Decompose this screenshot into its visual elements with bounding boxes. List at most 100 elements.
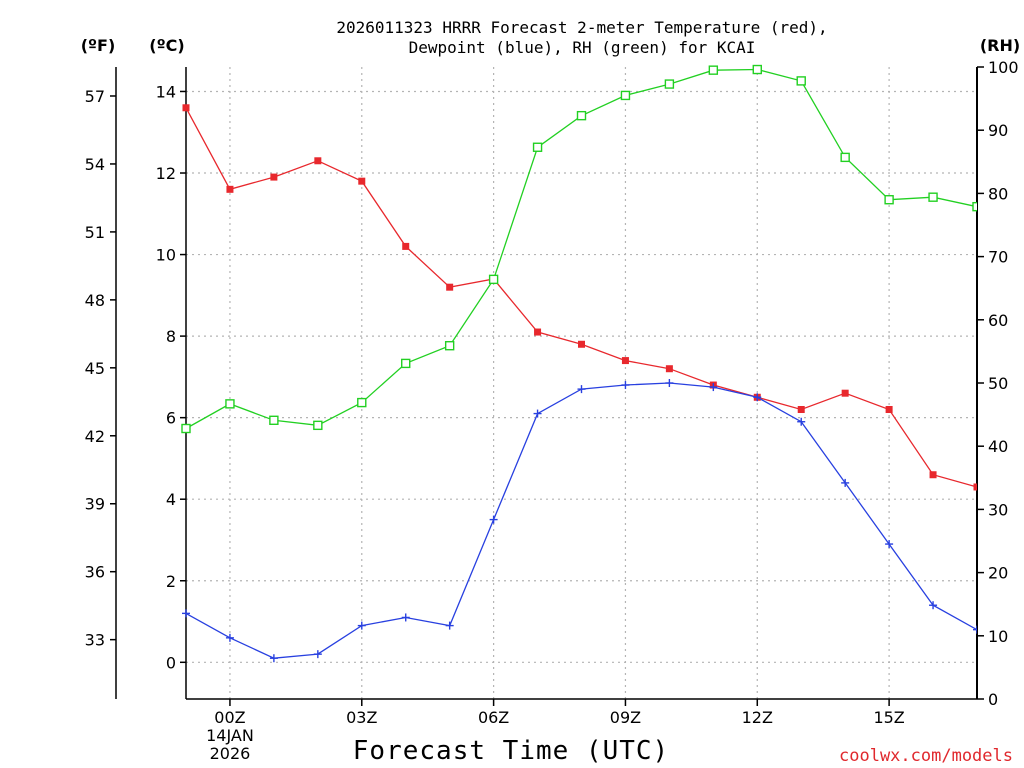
rh-tick-label: 10 [988,627,1008,646]
dewpoint-point [269,654,278,663]
temperature-point [885,406,893,414]
dewpoint-point [489,515,498,524]
series-layer [181,64,977,663]
rh-point [225,399,235,409]
rh-tick-label: 0 [988,690,998,709]
dewpoint-point [533,409,542,418]
celsius-tick-label: 6 [166,409,176,428]
temperature-point [226,185,234,193]
rh-point [664,79,675,89]
rh-tick-label: 70 [988,248,1008,267]
rh-point [532,142,543,152]
chart-title-line1: 2026011323 HRRR Forecast 2-meter Tempera… [336,18,827,37]
rh-tick-label: 20 [988,564,1008,583]
axes: 0 2 4 6 8 10 12 14 33 36 39 42 45 48 51 54 57 0 10 20 30 40 50… [85,58,1019,727]
fahrenheit-tick-label: 42 [85,427,105,446]
rh-point [620,90,631,101]
celsius-tick-label: 12 [156,164,176,183]
dewpoint-point [445,621,454,630]
temperature-point [797,406,805,414]
temperature-point [929,471,937,479]
celsius-tick-label: 2 [166,572,176,591]
dewpoint-point [797,417,806,426]
x-tick-label: 12Z [742,708,773,727]
temperature-point [446,283,454,291]
rh-unit-label: (RH) [980,36,1020,55]
dewpoint-point [401,613,410,622]
fahrenheit-tick-label: 48 [85,291,105,310]
rh-point [752,64,762,75]
fahrenheit-tick-label: 51 [85,223,105,242]
dewpoint-point [753,393,762,402]
rh-tick-label: 30 [988,500,1008,519]
rh-tick-label: 80 [988,184,1008,203]
temperature-point [578,340,585,348]
x-tick-label: 15Z [873,708,904,727]
rh-point [269,415,279,425]
rh-point [576,110,587,121]
rh-point [884,195,894,205]
rh-tick-label: 40 [988,437,1008,456]
rh-point [401,358,411,369]
dewpoint-point [225,633,234,642]
x-axis-label: Forecast Time (UTC) [353,736,669,766]
dewpoint-point [182,609,190,618]
rh-point [708,65,719,75]
chart-title-line2: Dewpoint (blue), RH (green) for KCAI [409,38,756,57]
rh-tick-label: 50 [988,374,1008,393]
x-tick-label: 06Z [478,708,509,727]
rh-point [972,201,977,212]
rh-point [444,341,455,351]
temperature-point [270,173,278,181]
fahrenheit-tick-label: 39 [85,495,105,514]
date-label-year: 2026 [210,744,251,763]
rh-point [840,152,850,163]
temperature-point [841,389,849,397]
temperature-point [402,242,410,250]
celsius-tick-label: 14 [156,82,176,101]
temperature-point [358,177,366,185]
x-tick-label: 09Z [610,708,641,727]
rh-point [928,192,938,202]
dewpoint-point [621,381,630,390]
fahrenheit-tick-label: 33 [85,631,105,650]
credit-link[interactable]: coolwx.com/models [839,746,1013,766]
dewpoint-point [841,478,850,487]
rh-point [181,423,191,434]
dewpoint-point [885,540,894,549]
fahrenheit-tick-label: 57 [85,87,105,106]
temperature-point [182,104,190,112]
rh-point [313,420,323,431]
dewpoint-point [577,385,586,394]
dewpoint-point [973,625,977,634]
fahrenheit-unit-label: (ºF) [81,36,116,55]
rh-point [488,274,499,285]
rh-point [796,76,806,86]
dewpoint-point [313,650,322,659]
date-label-day: 14JAN [206,726,254,745]
dewpoint-point [665,379,674,387]
fahrenheit-tick-label: 54 [85,155,105,174]
fahrenheit-tick-label: 45 [85,359,105,378]
rh-tick-label: 60 [988,311,1008,330]
temperature-point [973,483,977,491]
celsius-tick-label: 4 [166,490,176,509]
rh-tick-label: 100 [988,58,1019,77]
dewpoint-point [357,621,366,630]
rh-point [357,397,367,408]
temperature-point [314,157,322,165]
fahrenheit-tick-label: 36 [85,563,105,582]
dewpoint-point [929,601,938,610]
celsius-unit-label: (ºC) [149,36,184,55]
rh-tick-label: 90 [988,121,1008,140]
celsius-tick-label: 8 [166,327,176,346]
celsius-tick-label: 10 [156,246,176,265]
celsius-tick-label: 0 [166,653,176,672]
dewpoint-point [709,383,718,392]
x-tick-label: 03Z [346,708,377,727]
temperature-point [665,365,673,373]
x-tick-label: 00Z [214,708,245,727]
temperature-point [534,328,542,336]
